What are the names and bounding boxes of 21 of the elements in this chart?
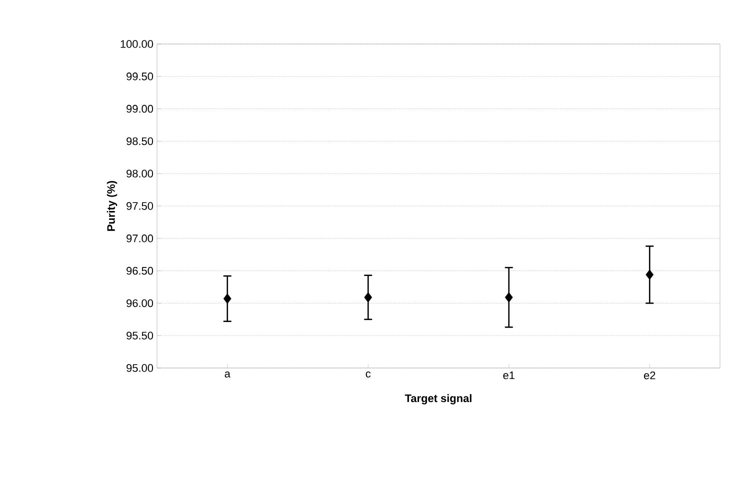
x-tick-label: e1 — [503, 372, 514, 380]
y-tick-label: 98.50 — [126, 137, 154, 146]
y-tick-label: 98.00 — [126, 170, 154, 178]
x-axis-title: Target signal — [404, 394, 472, 404]
x-tick-label: a — [224, 372, 230, 378]
point — [223, 293, 232, 304]
y-tick-label: 96.50 — [126, 266, 154, 275]
point — [364, 292, 372, 303]
y-tick-label: 99.00 — [126, 104, 154, 113]
point — [646, 270, 654, 280]
y-tick-label: 100.00 — [120, 40, 154, 48]
y-tick-label: 96.00 — [126, 299, 154, 308]
y-tick-label: 95.50 — [126, 332, 154, 340]
x-tick-label: e2 — [644, 372, 656, 380]
y-tick-label: 97.50 — [126, 202, 154, 210]
y-tick-label: 95.00 — [126, 364, 154, 372]
y-tick-label: 97.00 — [126, 234, 154, 242]
y-axis-title: Purity (%) — [106, 180, 118, 231]
y-tick-label: 99.50 — [126, 72, 154, 80]
point — [504, 292, 513, 303]
x-tick-label: c — [366, 372, 371, 378]
